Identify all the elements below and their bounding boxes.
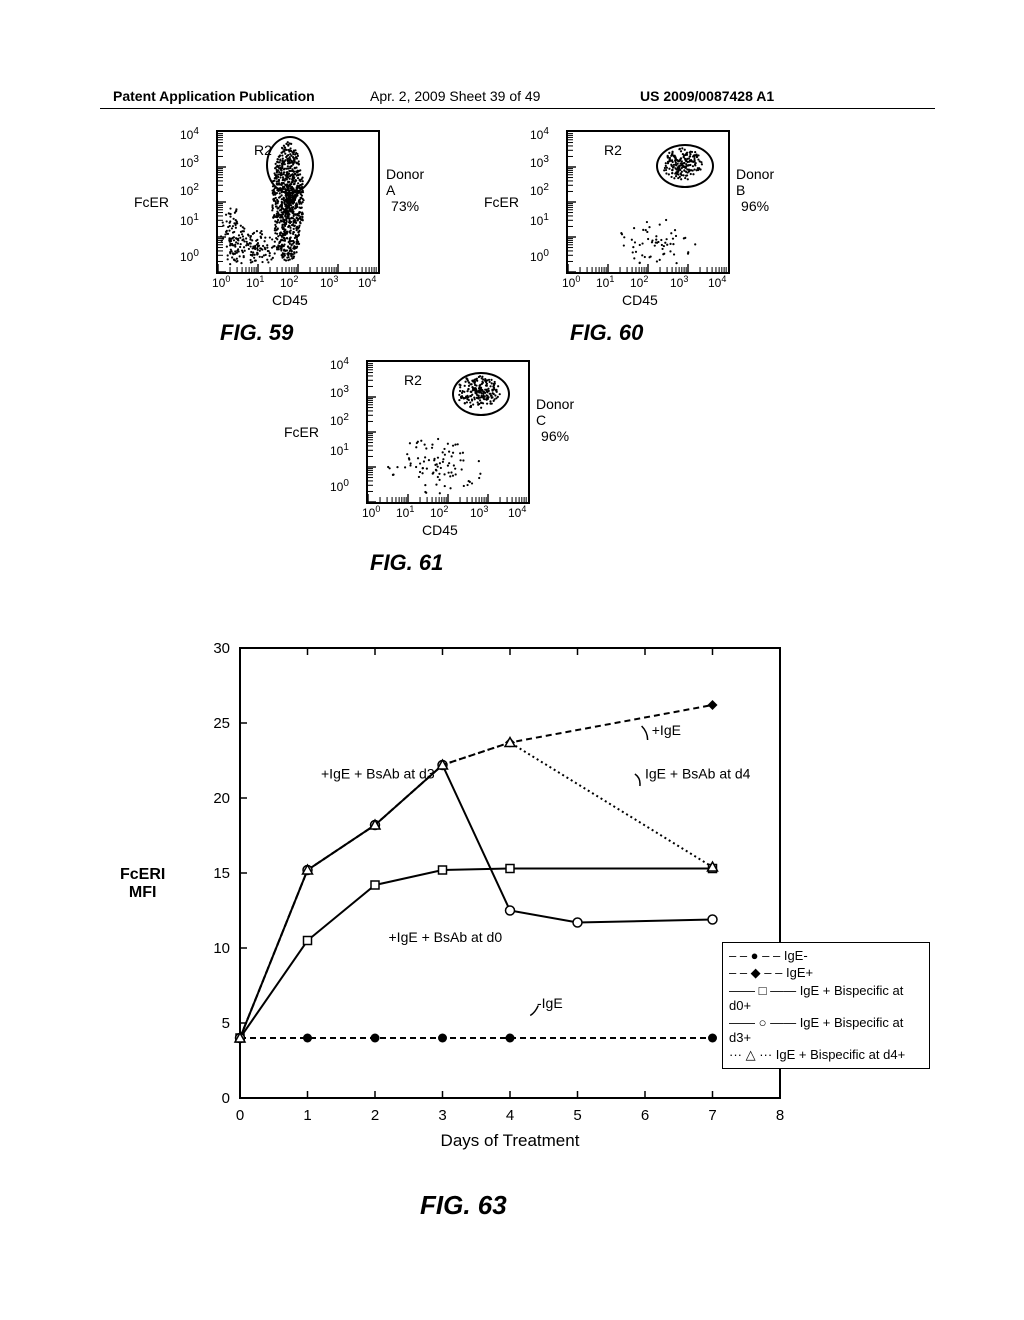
fig63-caption: FIG. 63	[420, 1190, 507, 1221]
svg-text:+IgE: +IgE	[652, 722, 681, 738]
gate-ellipse	[656, 144, 714, 188]
svg-text:20: 20	[213, 790, 230, 807]
legend: – – ● – – IgE-– – ◆ – – IgE+—— □ —— IgE …	[722, 942, 930, 1069]
donor-label: Donor B 96%	[736, 166, 774, 214]
svg-text:1: 1	[303, 1107, 311, 1124]
header-center: Apr. 2, 2009 Sheet 39 of 49	[370, 88, 540, 104]
gate-label: R2	[604, 142, 622, 158]
x-axis-label: CD45	[622, 292, 658, 308]
fig59-caption: FIG. 59	[220, 320, 293, 346]
svg-text:5: 5	[222, 1015, 230, 1032]
header-rule	[100, 108, 935, 109]
scatter-frame: R2	[216, 130, 380, 274]
svg-text:30: 30	[213, 640, 230, 657]
x-axis-label: CD45	[272, 292, 308, 308]
svg-text:+IgE + BsAb at d0: +IgE + BsAb at d0	[389, 929, 503, 945]
svg-text:4: 4	[506, 1107, 514, 1124]
svg-text:0: 0	[222, 1090, 230, 1107]
y-axis-label: FcERI MFI	[120, 866, 165, 902]
donor-label: Donor A 73%	[386, 166, 424, 214]
svg-text:7: 7	[708, 1107, 716, 1124]
scatter-frame: R2	[366, 360, 530, 504]
line-chart-canvas: 0 1 2 3 4 5 6 7 8 0 5 10 15 20 25 30 Days of Treatment +I…	[210, 638, 830, 1158]
header-left: Patent Application Publication	[113, 88, 315, 104]
svg-text:6: 6	[641, 1107, 649, 1124]
line-chart-fig63: FcERI MFI 012345678051015202530Days of T…	[210, 638, 810, 1118]
x-axis-label: CD45	[422, 522, 458, 538]
legend-item: —— □ —— IgE + Bispecific at d0+	[729, 982, 923, 1014]
svg-text:25: 25	[213, 715, 230, 732]
y-axis-label: FcER	[284, 424, 319, 440]
svg-text:10: 10	[213, 940, 230, 957]
legend-item: ··· △ ··· IgE + Bispecific at d4+	[729, 1046, 923, 1064]
svg-text:2: 2	[371, 1107, 379, 1124]
donor-label: Donor C 96%	[536, 396, 574, 444]
svg-text:3: 3	[438, 1107, 446, 1124]
fig60-caption: FIG. 60	[570, 320, 643, 346]
legend-item: – – ● – – IgE-	[729, 947, 923, 964]
svg-text:8: 8	[776, 1107, 784, 1124]
svg-text:-IgE: -IgE	[537, 995, 563, 1011]
gate-ellipse	[452, 372, 510, 416]
svg-text:Days of Treatment: Days of Treatment	[441, 1131, 580, 1150]
gate-ellipse	[266, 136, 314, 194]
fig61-caption: FIG. 61	[370, 550, 443, 576]
gate-label: R2	[404, 372, 422, 388]
svg-text:5: 5	[573, 1107, 581, 1124]
legend-item: – – ◆ – – IgE+	[729, 964, 923, 982]
scatter-frame: R2	[566, 130, 730, 274]
svg-text:IgE + BsAb at d4: IgE + BsAb at d4	[645, 766, 751, 782]
y-axis-label: FcER	[134, 194, 169, 210]
y-axis-label: FcER	[484, 194, 519, 210]
legend-item: —— ○ —— IgE + Bispecific at d3+	[729, 1014, 923, 1046]
svg-text:0: 0	[236, 1107, 244, 1124]
svg-text:15: 15	[213, 865, 230, 882]
svg-text:+IgE + BsAb at d3: +IgE + BsAb at d3	[321, 766, 435, 782]
header-right: US 2009/0087428 A1	[640, 88, 774, 104]
